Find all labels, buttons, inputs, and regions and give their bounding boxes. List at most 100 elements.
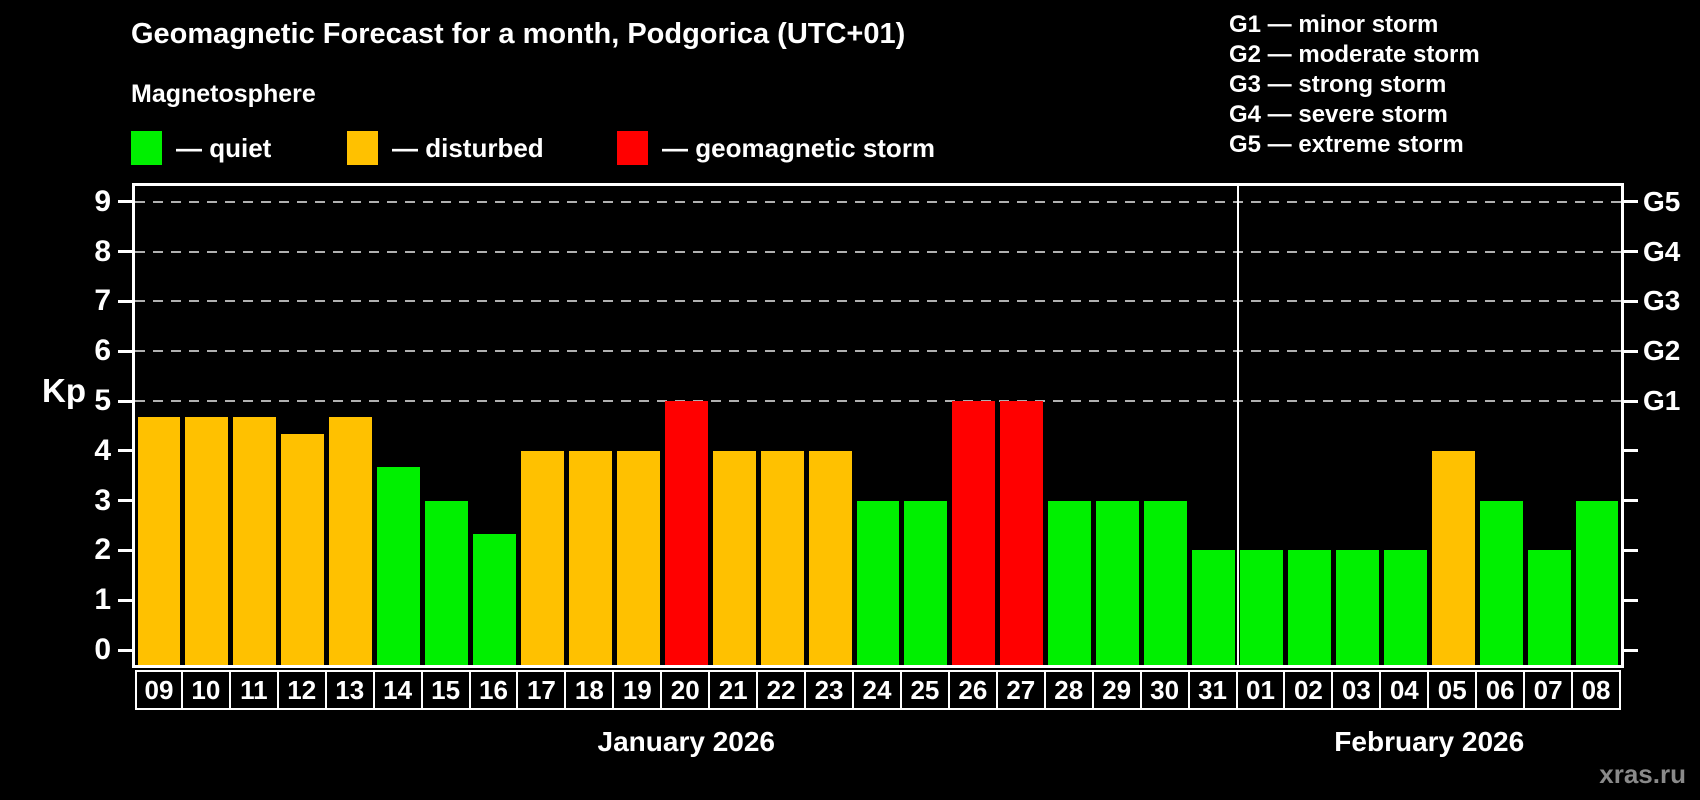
- gridline-kp-6: [135, 350, 1621, 353]
- day-label-jan-26: 26: [947, 670, 998, 710]
- legend-swatch-disturbed: [347, 131, 378, 165]
- y-tick-left-9: [118, 200, 132, 204]
- day-label-jan-30: 30: [1139, 670, 1190, 710]
- day-label-jan-25: 25: [899, 670, 950, 710]
- gridline-kp-8: [135, 250, 1621, 253]
- y-tick-left-3: [118, 499, 132, 503]
- y-tick-right-6: [1624, 349, 1638, 353]
- day-label-jan-23: 23: [804, 670, 855, 710]
- bar-jan-22: [760, 451, 804, 665]
- y-axis-label: Kp: [42, 372, 86, 409]
- bar-cell-jan-31: [1190, 186, 1238, 665]
- g-legend-line-3: G3 — strong storm: [1229, 71, 1447, 98]
- bar-cell-feb-01: [1238, 186, 1286, 665]
- y-tick-label-4: 4: [94, 433, 111, 467]
- day-label-jan-15: 15: [420, 670, 471, 710]
- day-label-jan-17: 17: [516, 670, 567, 710]
- day-label-feb-07: 07: [1523, 670, 1574, 710]
- g-legend-line-4: G4 — severe storm: [1229, 101, 1448, 128]
- y-tick-left-8: [118, 250, 132, 254]
- bar-cell-feb-05: [1429, 186, 1477, 665]
- day-label-feb-03: 03: [1331, 670, 1382, 710]
- g-label-G3: G3: [1643, 285, 1681, 317]
- bar-cell-jan-28: [1046, 186, 1094, 665]
- bar-jan-26: [952, 401, 996, 665]
- bar-cell-jan-12: [279, 186, 327, 665]
- bar-cell-jan-14: [375, 186, 423, 665]
- bar-jan-16: [473, 534, 516, 665]
- month-label-january: January 2026: [597, 726, 775, 757]
- day-label-jan-14: 14: [372, 670, 423, 710]
- plot-area: 0 1 2 3 4 5 G1 6 G2 7 G3 8 G4 9 G5: [94, 183, 1680, 668]
- bar-jan-25: [904, 501, 948, 665]
- bar-jan-21: [712, 451, 756, 665]
- bar-cell-jan-13: [327, 186, 375, 665]
- y-tick-right-2: [1624, 548, 1638, 552]
- g-label-G4: G4: [1643, 235, 1681, 267]
- y-tick-left-4: [118, 449, 132, 453]
- bar-cell-jan-09: [135, 186, 183, 665]
- y-tick-left-7: [118, 299, 132, 303]
- bar-cell-feb-06: [1477, 186, 1525, 665]
- y-tick-label-9: 9: [94, 184, 111, 218]
- bar-cell-feb-07: [1525, 186, 1573, 665]
- day-label-feb-01: 01: [1235, 670, 1286, 710]
- bar-cell-feb-03: [1333, 186, 1381, 665]
- y-tick-label-0: 0: [94, 633, 111, 666]
- bar-feb-07: [1527, 550, 1571, 665]
- bar-cell-jan-30: [1142, 186, 1190, 665]
- g-label-G1: G1: [1643, 385, 1681, 416]
- y-tick-left-6: [118, 349, 132, 353]
- chart-title: Geomagnetic Forecast for a month, Podgor…: [131, 18, 906, 50]
- bar-feb-05: [1431, 451, 1475, 665]
- bar-cell-jan-17: [518, 186, 566, 665]
- y-tick-right-5: [1624, 399, 1638, 403]
- bar-cell-jan-23: [806, 186, 854, 665]
- bar-jan-28: [1048, 501, 1092, 665]
- bar-feb-04: [1383, 550, 1427, 665]
- bar-cell-jan-19: [614, 186, 662, 665]
- day-label-jan-21: 21: [708, 670, 759, 710]
- day-label-jan-20: 20: [660, 670, 711, 710]
- bar-jan-30: [1144, 501, 1188, 665]
- y-tick-left-0: [118, 648, 132, 652]
- day-label-jan-09: 09: [135, 670, 183, 710]
- y-tick-label-8: 8: [94, 234, 111, 268]
- day-label-feb-04: 04: [1379, 670, 1430, 710]
- y-tick-label-6: 6: [94, 334, 111, 368]
- bar-cell-jan-10: [183, 186, 231, 665]
- bar-cell-jan-24: [854, 186, 902, 665]
- bar-jan-13: [329, 417, 373, 665]
- y-tick-label-2: 2: [94, 533, 111, 567]
- day-label-feb-02: 02: [1283, 670, 1334, 710]
- bar-feb-08: [1575, 501, 1619, 665]
- bar-feb-06: [1479, 501, 1523, 665]
- g-scale-legend: G1 — minor storm G2 — moderate storm G3 — …: [1229, 10, 1480, 160]
- y-tick-right-0: [1624, 648, 1638, 652]
- y-tick-right-1: [1624, 598, 1638, 602]
- day-label-jan-28: 28: [1043, 670, 1094, 710]
- g-label-G2: G2: [1643, 335, 1681, 367]
- g-legend-line-1: G1 — minor storm: [1229, 11, 1439, 38]
- bar-cell-jan-15: [423, 186, 471, 665]
- g-label-G5: G5: [1643, 185, 1681, 217]
- y-tick-label-1: 1: [94, 583, 111, 617]
- bar-cell-jan-18: [566, 186, 614, 665]
- bar-cell-jan-26: [950, 186, 998, 665]
- bar-cell-jan-22: [758, 186, 806, 665]
- month-labels-row: January 2026 February 2026: [135, 726, 1621, 766]
- bars-layer: [135, 186, 1621, 665]
- bar-feb-01: [1240, 550, 1283, 665]
- bar-cell-jan-29: [1094, 186, 1142, 665]
- legend-swatch-storm: [617, 131, 648, 165]
- day-label-jan-31: 31: [1187, 670, 1238, 710]
- day-labels-row: 09 10 11 12 13 14 15 16 17 18 19 20 21 22 23 24 25 26 27 28…: [135, 670, 1621, 710]
- gridline-kp-7: [135, 300, 1621, 303]
- gridline-kp-5: [135, 400, 1621, 402]
- legend-item-quiet: — quiet: [131, 131, 271, 165]
- bar-cell-jan-11: [231, 186, 279, 665]
- bar-jan-18: [568, 451, 612, 665]
- y-tick-left-2: [118, 548, 132, 552]
- month-separator-line: [1236, 186, 1239, 665]
- bar-jan-23: [808, 451, 852, 665]
